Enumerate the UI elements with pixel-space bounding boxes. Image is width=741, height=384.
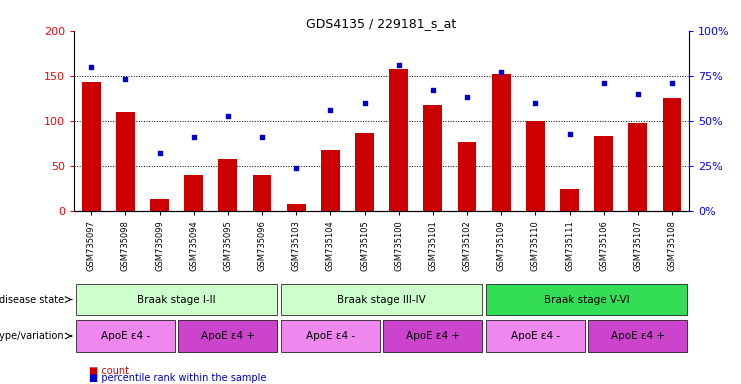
- Point: [119, 76, 131, 83]
- Bar: [287, 204, 305, 211]
- Bar: [560, 189, 579, 211]
- Bar: [281, 320, 380, 352]
- Bar: [150, 199, 169, 211]
- Bar: [281, 284, 482, 315]
- Bar: [492, 74, 511, 211]
- Bar: [486, 320, 585, 352]
- Point: [85, 64, 97, 70]
- Bar: [76, 284, 277, 315]
- Bar: [389, 69, 408, 211]
- Title: GDS4135 / 229181_s_at: GDS4135 / 229181_s_at: [307, 17, 456, 30]
- Point: [461, 94, 473, 101]
- Bar: [219, 159, 237, 211]
- Point: [632, 91, 644, 97]
- Text: disease state: disease state: [0, 295, 64, 305]
- Bar: [486, 284, 688, 315]
- Bar: [253, 175, 271, 211]
- Text: ApoE ε4 -: ApoE ε4 -: [101, 331, 150, 341]
- Point: [564, 131, 576, 137]
- Point: [666, 80, 678, 86]
- Point: [359, 100, 370, 106]
- Text: ApoE ε4 +: ApoE ε4 +: [406, 331, 460, 341]
- Text: genotype/variation: genotype/variation: [0, 331, 64, 341]
- Point: [290, 165, 302, 171]
- Bar: [185, 175, 203, 211]
- Point: [153, 151, 165, 157]
- Bar: [383, 320, 482, 352]
- Bar: [594, 136, 613, 211]
- Bar: [116, 112, 135, 211]
- Point: [427, 87, 439, 93]
- Point: [325, 107, 336, 113]
- Text: Braak stage V-VI: Braak stage V-VI: [544, 295, 629, 305]
- Point: [598, 80, 610, 86]
- Text: Braak stage I-II: Braak stage I-II: [137, 295, 216, 305]
- Bar: [355, 133, 374, 211]
- Text: ■ count: ■ count: [89, 366, 129, 376]
- Text: ■ percentile rank within the sample: ■ percentile rank within the sample: [89, 373, 266, 383]
- Bar: [423, 105, 442, 211]
- Text: Braak stage III-IV: Braak stage III-IV: [337, 295, 426, 305]
- Point: [187, 134, 199, 140]
- Text: ApoE ε4 -: ApoE ε4 -: [511, 331, 560, 341]
- Text: ApoE ε4 +: ApoE ε4 +: [611, 331, 665, 341]
- Bar: [662, 98, 682, 211]
- Bar: [179, 320, 277, 352]
- Bar: [82, 82, 101, 211]
- Point: [529, 100, 541, 106]
- Bar: [588, 320, 688, 352]
- Point: [393, 62, 405, 68]
- Bar: [458, 142, 476, 211]
- Point: [495, 69, 507, 75]
- Point: [256, 134, 268, 140]
- Text: ApoE ε4 -: ApoE ε4 -: [306, 331, 355, 341]
- Bar: [321, 150, 340, 211]
- Bar: [526, 121, 545, 211]
- Bar: [76, 320, 175, 352]
- Bar: [628, 123, 648, 211]
- Point: [222, 113, 234, 119]
- Text: ApoE ε4 +: ApoE ε4 +: [201, 331, 255, 341]
